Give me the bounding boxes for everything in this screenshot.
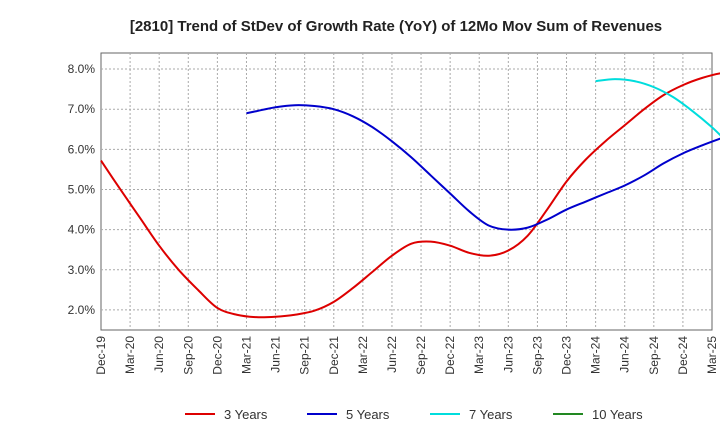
x-tick-label: Sep-20	[181, 336, 195, 375]
x-axis: Dec-19 Mar-20 Jun-20 Sep-20 Dec-20 Mar-21 Jun-…	[94, 336, 719, 375]
grid	[101, 53, 712, 330]
series-line-5-years	[246, 104, 720, 231]
x-tick-label: Sep-21	[298, 336, 312, 375]
x-tick-label: Mar-22	[356, 336, 370, 374]
y-tick-label: 8.0%	[68, 62, 96, 76]
plot-area	[100, 52, 713, 331]
x-tick-label: Dec-24	[676, 336, 690, 375]
y-tick-label: 5.0%	[68, 182, 96, 196]
x-tick-label: Sep-24	[647, 336, 661, 375]
legend-label-3-years: 3 Years	[224, 407, 268, 422]
chart-title: [2810] Trend of StDev of Growth Rate (Yo…	[130, 18, 662, 35]
x-tick-label: Mar-24	[589, 336, 603, 374]
legend: 3 Years 5 Years 7 Years 10 Years	[185, 407, 643, 422]
x-tick-label: Mar-20	[123, 336, 137, 374]
x-tick-label: Sep-22	[414, 336, 428, 375]
y-tick-label: 7.0%	[68, 102, 96, 116]
y-tick-label: 6.0%	[68, 142, 96, 156]
x-tick-label: Sep-23	[530, 336, 544, 375]
x-tick-label: Jun-22	[385, 336, 399, 373]
x-tick-label: Jun-20	[152, 336, 166, 373]
x-tick-label: Dec-19	[94, 336, 108, 375]
x-tick-label: Jun-21	[269, 336, 283, 373]
y-tick-label: 2.0%	[68, 303, 96, 317]
x-tick-label: Mar-23	[472, 336, 486, 374]
x-tick-label: Mar-25	[705, 336, 719, 374]
y-axis: 2.0% 3.0% 4.0% 5.0% 6.0% 7.0% 8.0%	[68, 62, 96, 317]
series-layer	[100, 72, 720, 319]
legend-label-10-years: 10 Years	[592, 407, 643, 422]
x-tick-label: Jun-24	[618, 336, 632, 373]
x-tick-label: Jun-23	[501, 336, 515, 373]
legend-label-5-years: 5 Years	[346, 407, 390, 422]
x-tick-label: Mar-21	[239, 336, 253, 374]
x-tick-label: Dec-21	[327, 336, 341, 375]
series-line-7-years	[595, 78, 720, 137]
x-tick-label: Dec-20	[210, 336, 224, 375]
legend-label-7-years: 7 Years	[469, 407, 513, 422]
y-tick-label: 3.0%	[68, 263, 96, 277]
series-line-3-years	[100, 72, 720, 319]
x-tick-label: Dec-23	[560, 336, 574, 375]
y-tick-label: 4.0%	[68, 223, 96, 237]
x-tick-label: Dec-22	[443, 336, 457, 375]
